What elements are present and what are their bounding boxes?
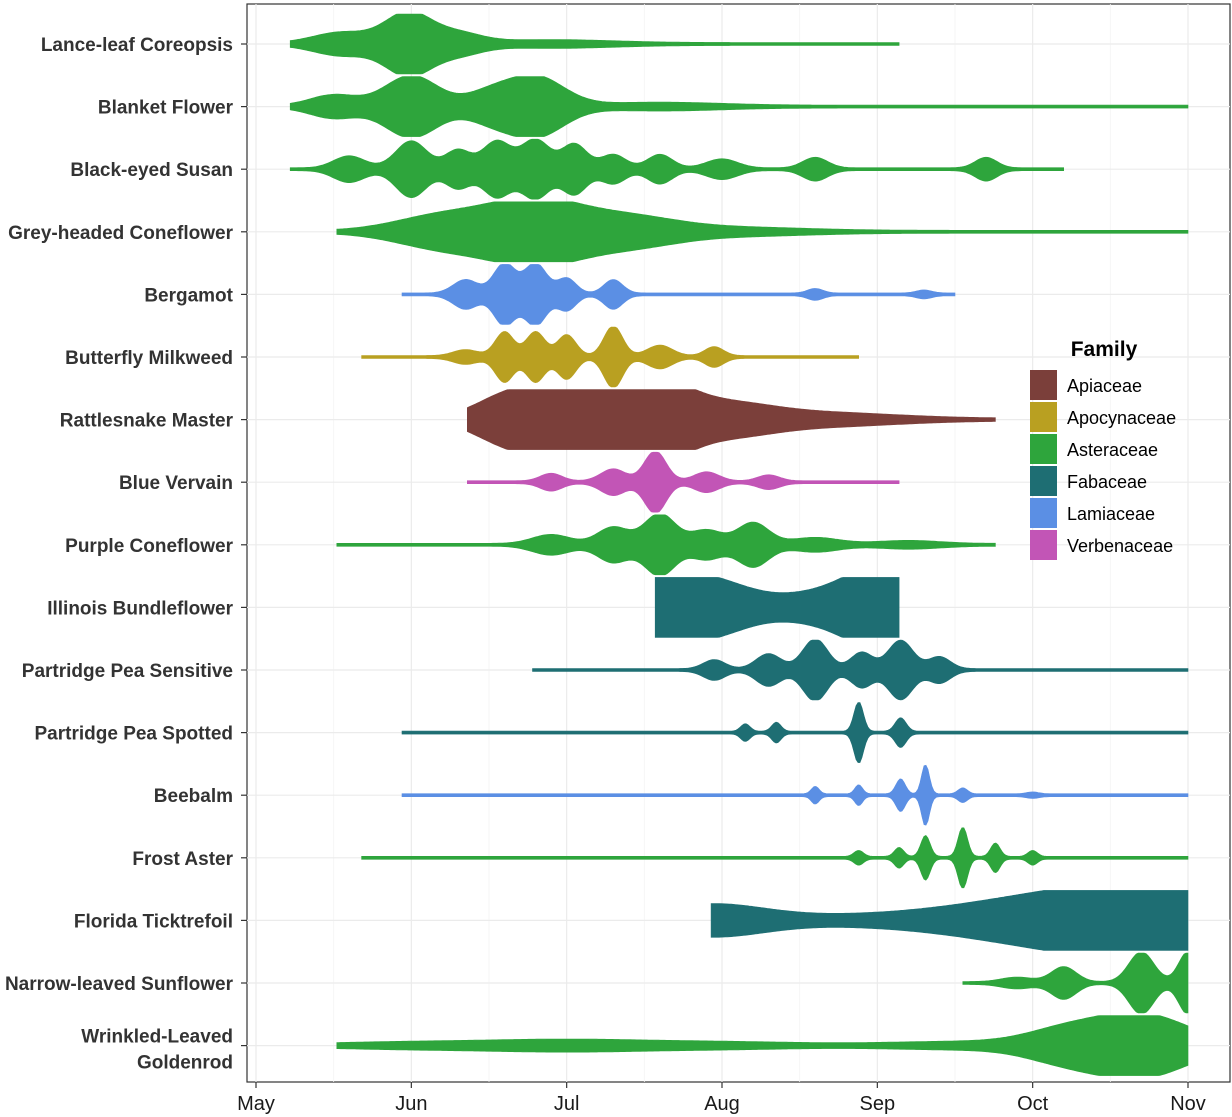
legend-swatch xyxy=(1030,498,1057,528)
violins xyxy=(289,13,1189,1076)
legend-swatch xyxy=(1030,434,1057,464)
y-tick-label: Butterfly Milkweed xyxy=(65,348,233,369)
violin-blanket-flower xyxy=(289,76,1189,137)
legend-swatch xyxy=(1030,466,1057,496)
legend: Family Apiaceae Apocynaceae Asteraceae Faba… xyxy=(1030,338,1176,560)
violin-bergamot xyxy=(401,264,956,325)
violin-lance-leaf-coreopsis xyxy=(289,13,900,75)
violin-rattlesnake-master xyxy=(467,389,996,450)
violin-florida-ticktrefoil xyxy=(710,890,1189,951)
y-tick-label: Bergamot xyxy=(144,285,233,306)
x-tick-label: Jul xyxy=(554,1093,580,1115)
y-tick-label: Frost Aster xyxy=(132,849,233,870)
violin-blue-vervain xyxy=(467,451,900,513)
y-tick-label: Beebalm xyxy=(154,786,233,807)
y-tick-label: Blue Vervain xyxy=(119,473,233,494)
violin-narrow-leaved-sunflower xyxy=(962,952,1189,1014)
legend-title: Family xyxy=(1071,338,1138,361)
violin-beebalm xyxy=(401,764,1189,826)
violin-grey-headed-coneflower xyxy=(336,201,1189,263)
y-tick-label: Rattlesnake Master xyxy=(60,411,234,432)
y-tick-label-line: Goldenrod xyxy=(137,1053,233,1074)
y-tick-label: Partridge Pea Spotted xyxy=(35,724,234,745)
violin-butterfly-milkweed xyxy=(361,326,859,388)
legend-swatch xyxy=(1030,370,1057,400)
legend-label: Fabaceae xyxy=(1067,472,1147,492)
violin-wrinkled-leaved-goldenrod xyxy=(336,1015,1189,1076)
legend-swatch xyxy=(1030,530,1057,560)
x-tick-label: Sep xyxy=(860,1093,896,1115)
y-tick-label: Blanket Flower xyxy=(98,98,234,119)
y-tick-label: Florida Ticktrefoil xyxy=(74,911,233,932)
legend-label: Lamiaceae xyxy=(1067,504,1155,524)
violin-black-eyed-susan xyxy=(289,138,1064,200)
legend-label: Verbenaceae xyxy=(1067,536,1173,556)
y-tick-label-line: Wrinkled-Leaved xyxy=(81,1027,233,1048)
y-tick-label: Narrow-leaved Sunflower xyxy=(5,974,234,995)
violin-partridge-pea-sensitive xyxy=(532,639,1189,701)
y-tick-label: Purple Coneflower xyxy=(65,536,233,557)
x-tick-label: May xyxy=(237,1093,275,1115)
x-tick-label: Jun xyxy=(395,1093,427,1115)
legend-label: Apocynaceae xyxy=(1067,408,1176,428)
y-tick-label: Lance-leaf Coreopsis xyxy=(41,35,233,56)
violin-purple-coneflower xyxy=(336,514,996,576)
legend-label: Apiaceae xyxy=(1067,376,1142,396)
y-tick-label: Illinois Bundleflower xyxy=(47,598,233,619)
x-axis: May Jun Jul Aug Sep Oct Nov xyxy=(237,1082,1206,1115)
y-tick-label: Grey-headed Coneflower xyxy=(8,223,233,244)
legend-label: Asteraceae xyxy=(1067,440,1158,460)
y-tick-label: Wrinkled-Leaved Goldenrod xyxy=(81,1027,233,1074)
y-tick-label: Partridge Pea Sensitive xyxy=(22,661,233,682)
y-tick-label: Black-eyed Susan xyxy=(70,160,233,181)
y-axis: Lance-leaf Coreopsis Blanket Flower Black-… xyxy=(5,35,247,1074)
x-tick-label: Aug xyxy=(704,1093,740,1115)
violin-illinois-bundleflower xyxy=(654,577,900,638)
x-tick-label: Nov xyxy=(1170,1093,1206,1115)
x-tick-label: Oct xyxy=(1017,1093,1049,1115)
violin-frost-aster xyxy=(361,827,1189,889)
legend-swatch xyxy=(1030,402,1057,432)
violin-partridge-pea-spotted xyxy=(401,702,1189,763)
